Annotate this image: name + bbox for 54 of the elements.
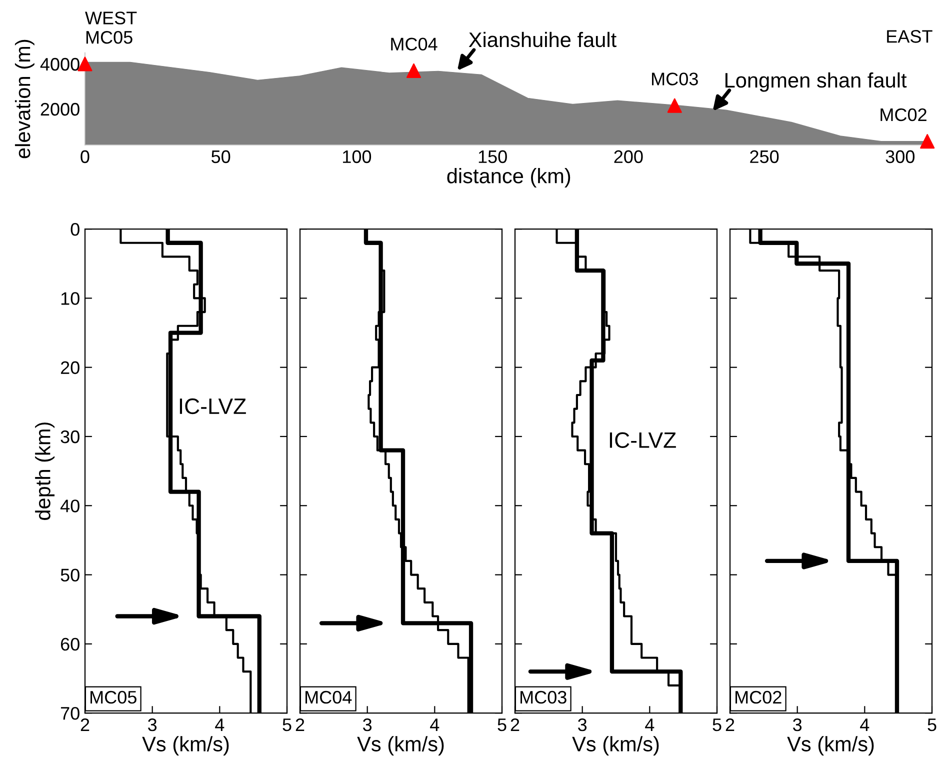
- annotation: MC02: [880, 108, 926, 122]
- x-tick-label: 4: [215, 718, 224, 732]
- x-tick-label: 150: [478, 150, 507, 164]
- y-tick-label: 60: [60, 638, 80, 651]
- text: MC02: [736, 690, 782, 704]
- x-axis-title: Vs (km/s): [572, 736, 659, 756]
- y-tick-label: 50: [60, 568, 80, 582]
- text: MC03: [520, 690, 566, 704]
- text: EAST: [887, 30, 932, 43]
- x-tick-label: 2: [296, 718, 304, 732]
- annotation: Xianshuihe fault: [468, 32, 616, 48]
- y-axis-title: elevation (m): [14, 40, 34, 158]
- x-axis-title: Vs (km/s): [142, 736, 229, 756]
- x-tick-label: 5: [928, 718, 936, 732]
- x-tick-label: 2: [726, 718, 734, 732]
- x-tick-label: 200: [614, 150, 643, 164]
- y-tick-label: 30: [60, 430, 80, 444]
- x-tick-label: 4: [860, 718, 870, 732]
- annotation: Longmen shan fault: [725, 72, 907, 92]
- x-tick-label: 50: [212, 150, 230, 164]
- x-tick-label: 5: [498, 718, 506, 732]
- y-axis-title: depth (km): [35, 422, 54, 520]
- y-tick-label: 0: [70, 222, 80, 236]
- x-axis-title: distance (km): [447, 168, 570, 188]
- x-tick-label: 5: [712, 718, 722, 732]
- x-tick-label: 3: [363, 718, 372, 732]
- text: MC05: [90, 690, 136, 704]
- annotation: MC05: [86, 30, 132, 44]
- x-tick-label: 4: [645, 718, 654, 732]
- text: MC04: [306, 690, 352, 704]
- y-tick-label: 10: [61, 292, 80, 305]
- x-tick-label: 100: [343, 150, 372, 164]
- x-axis-title: Vs (km/s): [787, 736, 874, 756]
- y-tick-label: 4000: [40, 58, 80, 71]
- x-axis-title: Vs (km/s): [357, 736, 444, 756]
- x-tick-label: 0: [80, 150, 90, 164]
- x-tick-label: 2: [80, 718, 90, 732]
- text: WEST: [85, 12, 137, 24]
- y-tick-label: 2000: [40, 102, 80, 116]
- x-tick-label: 3: [148, 718, 157, 732]
- annotation: MC03: [652, 72, 698, 86]
- x-tick-label: 2: [510, 718, 520, 732]
- annotation: MC04: [391, 38, 438, 50]
- x-tick-label: 300: [886, 150, 915, 164]
- annotation: IC-LVZ: [610, 432, 676, 448]
- x-tick-label: 3: [578, 718, 587, 732]
- y-tick-label: 20: [60, 361, 80, 374]
- y-tick-label: 40: [60, 500, 80, 512]
- x-tick-label: 3: [793, 718, 802, 732]
- annotation: IC-LVZ: [180, 398, 246, 414]
- x-tick-label: 4: [430, 718, 440, 732]
- x-tick-label: 250: [750, 150, 779, 164]
- x-tick-label: 5: [282, 718, 292, 732]
- y-tick-label: 70: [60, 706, 80, 720]
